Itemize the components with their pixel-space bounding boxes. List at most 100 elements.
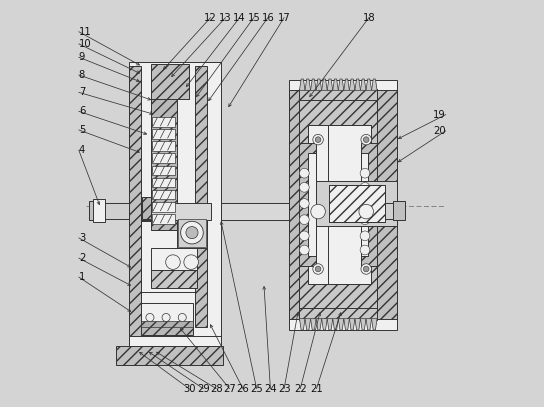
Polygon shape <box>316 79 322 90</box>
Bar <box>152 129 175 139</box>
Bar <box>141 326 193 335</box>
Bar <box>329 185 385 222</box>
Text: 11: 11 <box>79 27 91 37</box>
Circle shape <box>300 168 309 178</box>
Bar <box>141 302 193 327</box>
Bar <box>308 125 371 284</box>
Circle shape <box>363 266 369 272</box>
Bar <box>377 203 403 219</box>
Polygon shape <box>333 319 338 330</box>
Bar <box>116 346 224 365</box>
Bar <box>151 248 197 270</box>
Circle shape <box>300 245 309 255</box>
Circle shape <box>178 313 186 322</box>
Bar <box>176 206 209 218</box>
Text: 3: 3 <box>79 233 85 243</box>
Bar <box>142 197 151 219</box>
Polygon shape <box>338 79 344 90</box>
Text: 19: 19 <box>433 109 446 120</box>
Text: 14: 14 <box>233 13 246 22</box>
Polygon shape <box>327 319 333 330</box>
Text: 7: 7 <box>79 88 85 97</box>
Polygon shape <box>372 319 377 330</box>
Polygon shape <box>305 79 311 90</box>
Circle shape <box>360 199 370 208</box>
Bar <box>152 153 175 163</box>
Text: 17: 17 <box>278 13 290 22</box>
Text: 15: 15 <box>248 13 260 22</box>
Bar <box>317 181 397 226</box>
Bar <box>89 203 129 219</box>
Circle shape <box>361 134 372 145</box>
Bar <box>377 90 397 319</box>
Polygon shape <box>311 79 316 90</box>
Bar <box>361 153 368 256</box>
Text: 21: 21 <box>310 384 323 394</box>
Polygon shape <box>338 319 344 330</box>
Polygon shape <box>349 319 355 330</box>
Circle shape <box>363 137 369 142</box>
Circle shape <box>300 182 309 192</box>
Bar <box>178 219 206 247</box>
Polygon shape <box>361 319 366 330</box>
Circle shape <box>360 231 370 241</box>
Text: 26: 26 <box>237 384 249 394</box>
Polygon shape <box>366 319 372 330</box>
Bar <box>195 66 207 327</box>
Bar <box>329 185 385 222</box>
Text: 25: 25 <box>250 384 263 394</box>
Bar <box>289 80 397 330</box>
Circle shape <box>316 137 321 142</box>
Polygon shape <box>316 319 322 330</box>
Bar <box>308 153 317 256</box>
Circle shape <box>360 245 370 255</box>
Text: 12: 12 <box>204 13 217 22</box>
Polygon shape <box>311 319 316 330</box>
Text: 10: 10 <box>79 39 91 49</box>
Text: 16: 16 <box>262 13 274 22</box>
Text: 22: 22 <box>294 384 307 394</box>
Circle shape <box>186 227 198 239</box>
Text: 24: 24 <box>264 384 277 394</box>
Polygon shape <box>300 319 305 330</box>
Circle shape <box>361 264 372 274</box>
Polygon shape <box>344 79 349 90</box>
Bar <box>128 336 221 346</box>
Bar <box>289 90 300 319</box>
Circle shape <box>360 168 370 178</box>
Polygon shape <box>305 319 311 330</box>
Polygon shape <box>355 79 361 90</box>
Text: 5: 5 <box>79 125 85 135</box>
Text: 23: 23 <box>278 384 290 394</box>
Bar <box>128 66 141 347</box>
Text: 2: 2 <box>79 253 85 263</box>
Bar <box>361 143 377 266</box>
Bar <box>152 177 175 187</box>
Bar <box>151 63 189 99</box>
Bar <box>152 166 175 175</box>
Bar <box>141 221 207 292</box>
Circle shape <box>316 266 321 272</box>
Polygon shape <box>333 79 338 90</box>
Text: 9: 9 <box>79 52 85 62</box>
Polygon shape <box>327 79 333 90</box>
Text: 1: 1 <box>79 272 85 282</box>
Polygon shape <box>361 79 366 90</box>
Bar <box>89 201 101 221</box>
Bar <box>393 201 405 221</box>
Circle shape <box>360 182 370 192</box>
Bar <box>300 308 377 320</box>
Text: 13: 13 <box>219 13 232 22</box>
Bar <box>300 90 377 319</box>
Bar <box>151 270 197 289</box>
Polygon shape <box>349 79 355 90</box>
Text: 18: 18 <box>363 13 375 22</box>
Text: 20: 20 <box>433 126 446 136</box>
Polygon shape <box>322 79 327 90</box>
Bar <box>94 199 104 223</box>
Bar <box>328 125 372 284</box>
Polygon shape <box>300 79 305 90</box>
Circle shape <box>313 134 323 145</box>
Bar <box>152 141 175 151</box>
Bar <box>141 321 193 327</box>
